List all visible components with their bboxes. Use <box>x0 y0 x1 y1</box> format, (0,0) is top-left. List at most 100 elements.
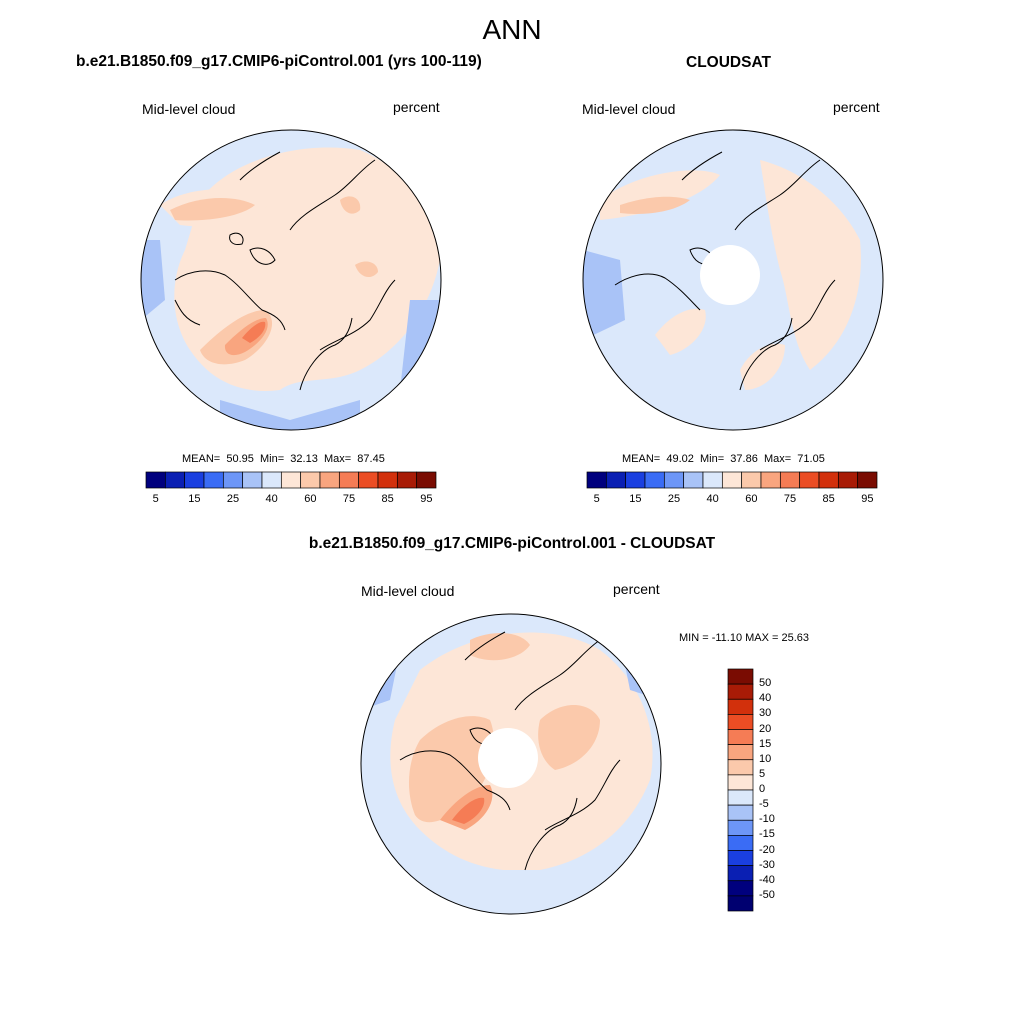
colorbar-swatch <box>727 804 754 821</box>
diff-map-border <box>360 613 662 915</box>
colorbar-swatch <box>145 471 166 489</box>
colorbar-tick-label: 40 <box>265 493 278 505</box>
colorbar-tick-label: 30 <box>759 707 772 720</box>
colorbar-swatch <box>727 759 754 776</box>
colorbar-tick-label: 5 <box>152 493 159 505</box>
colorbar-tick-label: 10 <box>759 752 772 765</box>
colorbar-swatch <box>377 471 398 489</box>
model-panel-title: b.e21.B1850.f09_g17.CMIP6-piControl.001 … <box>76 53 482 70</box>
colorbar-swatch <box>184 471 205 489</box>
colorbar-swatch <box>799 471 820 489</box>
diff-colorbar <box>727 668 754 912</box>
colorbar-tick-label: 20 <box>759 722 772 735</box>
colorbar-swatch <box>727 714 754 730</box>
colorbar-swatch <box>605 471 627 489</box>
model-min-label: Min= <box>260 453 285 465</box>
model-max-label: Max= <box>323 453 352 465</box>
colorbar-swatch <box>727 668 754 685</box>
colorbar-swatch <box>779 471 801 489</box>
colorbar-tick-label: 75 <box>342 493 356 505</box>
obs-min-value: 37.86 <box>730 453 758 465</box>
map-cloud-field <box>470 633 530 661</box>
map-cloud-field <box>538 705 600 770</box>
diff-units-label: percent <box>613 581 660 597</box>
colorbar-tick-label: 15 <box>629 493 642 505</box>
colorbar-swatch <box>727 850 754 866</box>
colorbar-tick-label: 95 <box>861 493 874 505</box>
coastlines <box>174 151 396 391</box>
colorbar-tick-label: 25 <box>226 493 240 505</box>
colorbar-tick-label: 5 <box>593 493 600 505</box>
colorbar-tick-label: 85 <box>822 493 835 505</box>
colorbar-swatch <box>663 471 685 489</box>
map-cloud-field <box>355 261 378 278</box>
colorbar-swatch <box>416 471 437 489</box>
model-max-value: 87.45 <box>357 453 385 465</box>
colorbar-swatch <box>319 471 340 489</box>
model-variable-label: Mid-level cloud <box>142 101 236 117</box>
map-cloud-field <box>452 797 485 824</box>
colorbar-tick-label: -50 <box>759 888 775 901</box>
colorbar-swatch <box>760 471 781 489</box>
diff-polar-map <box>361 614 661 914</box>
map-cloud-field <box>340 196 361 214</box>
figure-title: ANN <box>482 14 542 45</box>
colorbar-tick-label: 25 <box>667 493 681 505</box>
colorbar-swatch <box>683 471 704 489</box>
colorbar-swatch <box>338 471 360 489</box>
colorbar-swatch <box>818 471 839 489</box>
map-cloud-field <box>655 308 706 355</box>
colorbar-swatch <box>727 819 754 836</box>
colorbar-swatch <box>741 471 762 489</box>
colorbar-tick-label: 15 <box>188 493 201 505</box>
diff-panel-title: b.e21.B1850.f09_g17.CMIP6-piControl.001 … <box>308 535 716 552</box>
colorbar-swatch <box>727 789 754 806</box>
colorbar-swatch <box>727 774 754 791</box>
colorbar-swatch <box>857 471 878 489</box>
map-cloud-field <box>740 343 785 390</box>
colorbar-tick-label: 60 <box>745 493 758 505</box>
model-map-border <box>140 129 442 431</box>
obs-colorbar <box>586 471 878 489</box>
coastlines <box>614 151 836 391</box>
map-cloud-field <box>141 240 165 320</box>
colorbar-swatch <box>727 880 754 897</box>
obs-min-label: Min= <box>700 453 725 465</box>
obs-max-value: 71.05 <box>797 453 825 465</box>
colorbar-swatch <box>837 471 859 489</box>
colorbar-tick-label: -10 <box>759 813 775 826</box>
obs-units-label: percent <box>833 99 880 115</box>
model-colorbar <box>145 471 437 489</box>
map-cloud-field <box>170 198 255 221</box>
colorbar-swatch <box>396 471 418 489</box>
obs-variable-label: Mid-level cloud <box>582 101 676 117</box>
map-cloud-field <box>760 160 861 370</box>
model-mean-value: 50.95 <box>226 453 254 465</box>
colorbar-tick-label: -30 <box>759 858 775 871</box>
colorbar-swatch <box>280 471 302 489</box>
model-units-label: percent <box>393 99 440 115</box>
colorbar-tick-label: 60 <box>304 493 317 505</box>
colorbar-tick-label: 85 <box>381 493 394 505</box>
missing-data-hole <box>478 728 538 788</box>
colorbar-tick-label: -20 <box>759 843 775 856</box>
colorbar-swatch <box>721 471 743 489</box>
colorbar-swatch <box>727 835 754 851</box>
obs-mean-value: 49.02 <box>666 453 694 465</box>
missing-data-hole <box>700 245 760 305</box>
colorbar-tick-label: -40 <box>759 873 775 886</box>
map-cloud-field <box>220 400 360 430</box>
colorbar-swatch <box>727 683 754 700</box>
colorbar-tick-label: 0 <box>759 783 766 795</box>
map-cloud-field <box>242 321 266 343</box>
colorbar-swatch <box>727 744 754 761</box>
colorbar-swatch <box>702 471 723 489</box>
colorbar-tick-label: 50 <box>759 677 772 690</box>
colorbar-swatch <box>242 471 263 489</box>
colorbar-swatch <box>727 895 754 912</box>
coastlines <box>399 631 621 871</box>
obs-max-label: Max= <box>763 453 792 465</box>
colorbar-swatch <box>164 471 186 489</box>
obs-mean-label: MEAN= <box>622 453 661 465</box>
